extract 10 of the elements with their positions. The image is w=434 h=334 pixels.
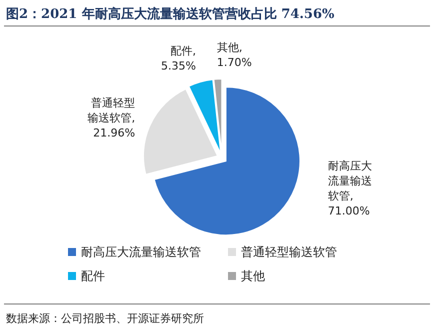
data-label: 配件, 5.35% [160, 44, 196, 73]
legend-label: 配件 [81, 269, 105, 283]
legend-label: 其他 [241, 269, 265, 283]
chart-title: 图2：2021 年耐高压大流量输送软管营收占比 74.56% [6, 6, 335, 22]
data-label: 耐高压大流量输送软管, 71.00% [328, 160, 372, 218]
data-label: 普通轻型输送软管, 21.96% [88, 96, 136, 140]
legend-label: 普通轻型输送软管 [241, 245, 337, 259]
source-note: 数据来源：公司招股书、开源证券研究所 [6, 312, 204, 325]
legend-label: 耐高压大流量输送软管 [81, 245, 201, 259]
data-label: 其他, 1.70% [216, 41, 252, 70]
